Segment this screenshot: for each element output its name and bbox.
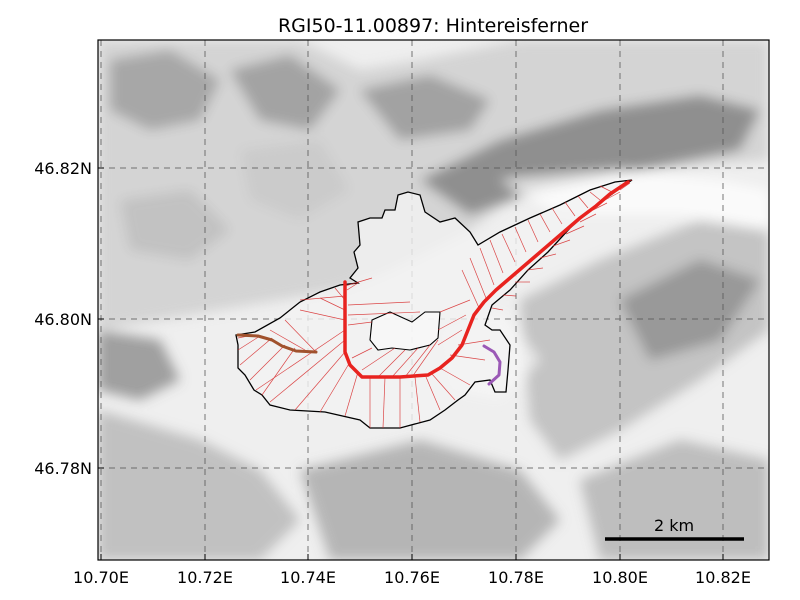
catchment-line xyxy=(604,191,621,201)
catchment-line xyxy=(414,376,421,423)
catchment-line xyxy=(347,301,411,306)
catchment-line xyxy=(382,376,386,429)
y-tick-labels: 46.82N 46.80N 46.78N xyxy=(34,159,92,478)
catchment-line xyxy=(344,277,373,287)
catchment-line xyxy=(294,351,346,411)
y-tick-label: 46.82N xyxy=(34,159,92,178)
catchment-line xyxy=(579,213,597,223)
catchment-line xyxy=(565,225,585,235)
catchment-line xyxy=(261,347,296,396)
x-tick-label: 10.80E xyxy=(592,568,648,587)
catchment-line xyxy=(469,257,487,299)
catchment-line xyxy=(437,314,467,331)
map-title: RGI50-11.00897: Hintereisferner xyxy=(278,15,588,37)
catchment-line xyxy=(249,344,286,381)
catchment-line xyxy=(347,321,373,326)
y-tick-label: 46.78N xyxy=(34,459,92,478)
catchment-line xyxy=(425,376,441,411)
catchment-line xyxy=(319,297,346,311)
catchment-line xyxy=(589,191,601,201)
catchment-line xyxy=(255,329,346,391)
catchment-line xyxy=(361,347,396,371)
catchment-line xyxy=(319,361,351,413)
catchment-line xyxy=(527,219,539,243)
catchment-line xyxy=(552,239,571,247)
catchment-line xyxy=(564,201,576,217)
y-tick-label: 46.80N xyxy=(34,310,92,329)
catchment-line xyxy=(391,347,419,378)
catchment-line xyxy=(439,299,471,313)
map-axes: 2 km xyxy=(97,39,770,561)
axes-frame xyxy=(97,39,770,561)
catchment-line xyxy=(461,269,481,311)
x-tick-label: 10.74E xyxy=(280,568,336,587)
catchment-line xyxy=(346,282,359,291)
catchment-line xyxy=(431,373,456,401)
x-tick-label: 10.78E xyxy=(488,568,544,587)
catchment-line xyxy=(411,339,439,378)
catchment-line xyxy=(437,329,463,346)
catchment-line xyxy=(239,337,273,366)
catchment-line xyxy=(501,233,516,263)
catchment-line xyxy=(539,253,557,259)
catchment-line xyxy=(237,335,261,351)
catchment-line xyxy=(599,185,613,193)
tick-marks xyxy=(98,167,724,560)
main-flowline xyxy=(343,180,630,379)
catchment-line xyxy=(619,182,631,191)
glacier-inner-outline xyxy=(369,311,441,351)
tributary-flowline-purple xyxy=(482,344,502,386)
catchment-line xyxy=(479,247,495,286)
glacier-outline xyxy=(235,179,633,429)
catchment-line xyxy=(404,344,431,378)
scale-bar-label: 2 km xyxy=(654,516,694,535)
catchment-line xyxy=(539,213,551,233)
tributary-flowline-brown xyxy=(236,333,318,354)
catchment-line xyxy=(439,367,471,386)
catchment-line xyxy=(592,202,608,211)
x-tick-labels: 10.70E 10.72E 10.74E 10.76E 10.78E 10.80… xyxy=(73,568,751,587)
x-tick-label: 10.70E xyxy=(73,568,129,587)
x-tick-label: 10.72E xyxy=(177,568,233,587)
catchment-line xyxy=(344,371,359,417)
catchment-line xyxy=(514,226,527,253)
catchment-line xyxy=(269,339,346,403)
catchment-line xyxy=(551,207,563,225)
catchment-lines xyxy=(237,179,633,429)
x-tick-label: 10.76E xyxy=(384,568,440,587)
catchment-line xyxy=(489,239,504,274)
catchment-line xyxy=(299,309,346,321)
catchment-line xyxy=(502,294,517,297)
scale-bar: 2 km xyxy=(605,516,744,541)
catchment-line xyxy=(284,319,317,353)
catchment-line xyxy=(526,267,544,271)
catchment-line xyxy=(577,195,589,209)
catchment-line xyxy=(351,347,373,359)
catchment-line xyxy=(269,329,306,351)
catchment-line xyxy=(347,311,421,316)
catchment-line xyxy=(299,295,346,301)
catchment-line xyxy=(491,307,504,311)
x-tick-label: 10.82E xyxy=(695,568,751,587)
catchment-line xyxy=(377,349,406,378)
